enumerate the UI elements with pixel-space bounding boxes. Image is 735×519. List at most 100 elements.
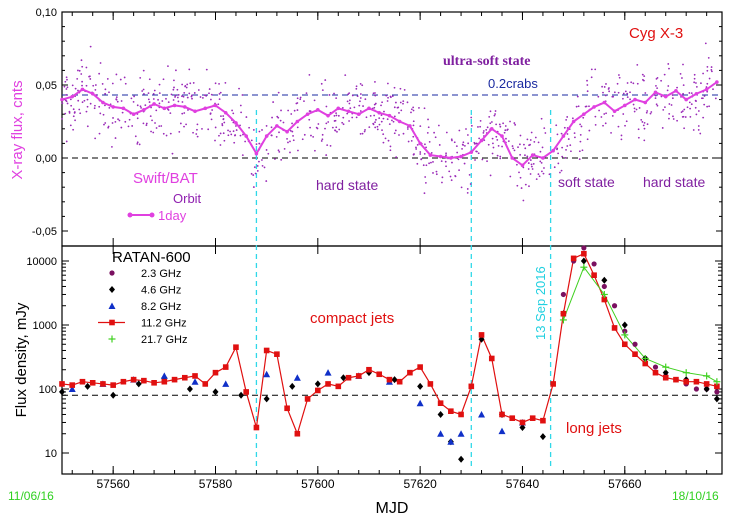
radio-point — [202, 381, 209, 387]
legend-label: 4.6 GHz — [141, 285, 181, 297]
orbit-point — [248, 126, 251, 129]
orbit-point — [328, 94, 331, 96]
orbit-point — [147, 92, 150, 95]
orbit-point — [432, 172, 434, 174]
orbit-point — [522, 199, 525, 202]
orbit-point — [683, 108, 686, 111]
xray-daily-point — [418, 141, 422, 146]
orbit-point — [710, 66, 713, 68]
orbit-point — [478, 137, 481, 140]
xray-daily-point — [633, 97, 637, 102]
orbit-point — [458, 129, 461, 132]
orbit-point — [287, 109, 290, 112]
legend-day-marker — [127, 212, 133, 218]
radio-title: RATAN-600 — [112, 249, 191, 266]
orbit-point — [618, 76, 621, 79]
orbit-point — [540, 161, 543, 164]
orbit-point — [509, 120, 511, 123]
orbit-point — [450, 179, 453, 182]
orbit-point — [181, 101, 184, 103]
radio-point — [263, 370, 271, 378]
orbit-point — [174, 94, 177, 97]
orbit-point — [635, 108, 638, 111]
orbit-point — [142, 88, 145, 91]
orbit-point — [531, 168, 534, 170]
orbit-point — [610, 131, 612, 134]
orbit-point — [165, 97, 167, 100]
orbit-point — [594, 115, 597, 118]
orbit-point — [280, 158, 283, 161]
orbit-point — [451, 161, 453, 164]
radio-point — [160, 372, 168, 379]
orbit-point — [650, 111, 653, 113]
radio-point — [458, 411, 464, 418]
orbit-point — [363, 130, 366, 133]
orbit-point — [144, 104, 147, 107]
orbit-point — [388, 123, 391, 125]
orbit-point — [299, 96, 302, 99]
orbit-point — [461, 143, 464, 146]
orbit-point — [570, 150, 572, 153]
hard-state-label: hard state — [316, 177, 378, 193]
orbit-point — [158, 83, 161, 86]
orbit-point — [519, 143, 521, 146]
orbit-point — [393, 86, 396, 89]
orbit-point — [693, 81, 696, 84]
orbit-point — [470, 124, 473, 127]
radio-point — [293, 374, 301, 381]
orbit-point — [392, 120, 395, 123]
radio-point — [703, 381, 710, 387]
xray-daily-point — [653, 90, 658, 95]
radio-point — [703, 385, 710, 393]
orbit-point — [426, 131, 429, 134]
orbit-point — [134, 135, 137, 138]
radio-point — [84, 382, 91, 390]
orbit-point — [601, 85, 603, 88]
orbit-point — [177, 100, 180, 103]
radio-point — [181, 374, 188, 381]
orbit-point — [399, 101, 402, 104]
orbit-point — [519, 153, 522, 156]
orbit-point — [108, 106, 111, 109]
orbit-point — [207, 128, 210, 131]
orbit-point — [537, 141, 540, 144]
orbit-point — [469, 183, 472, 185]
orbit-point — [103, 123, 105, 126]
orbit-point — [519, 134, 522, 137]
orbit-point — [477, 126, 479, 128]
orbit-point — [448, 170, 451, 173]
xray-daily-point — [541, 156, 545, 160]
orbit-point — [688, 92, 691, 94]
radio-point — [186, 385, 193, 393]
orbit-point — [214, 126, 217, 129]
radio-point — [714, 383, 720, 390]
orbit-point — [335, 114, 338, 117]
orbit-point — [270, 134, 273, 137]
orbit-point — [210, 118, 213, 121]
orbit-point — [590, 68, 593, 71]
orbit-point — [427, 118, 429, 121]
orbit-point — [210, 93, 213, 96]
radio-point — [427, 381, 434, 387]
orbit-point — [65, 100, 68, 103]
orbit-point — [503, 131, 506, 134]
radio-point — [120, 378, 127, 385]
radio-point — [550, 381, 556, 387]
orbit-point — [232, 112, 235, 115]
radio-point — [314, 380, 321, 388]
orbit-point — [160, 125, 163, 127]
radio-point — [238, 391, 245, 399]
orbit-point — [438, 144, 441, 146]
orbit-point — [219, 132, 222, 135]
xray-daily-point — [336, 106, 341, 111]
orbit-point — [214, 139, 216, 142]
orbit-point — [364, 129, 366, 131]
radio-point — [340, 374, 347, 382]
orbit-point — [695, 113, 698, 116]
radio-point — [447, 438, 455, 445]
xray-daily-point — [704, 87, 709, 92]
legend-day-marker — [149, 212, 155, 218]
orbit-point — [393, 106, 396, 109]
radio-point — [560, 291, 566, 298]
orbit-point — [495, 123, 498, 126]
